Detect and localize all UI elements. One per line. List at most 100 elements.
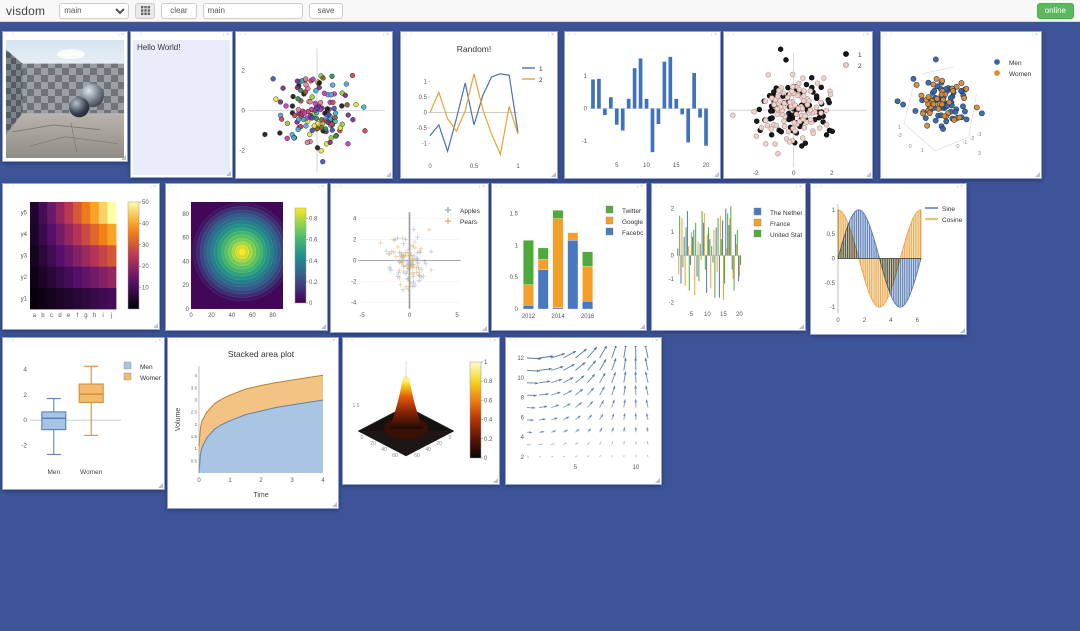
pane-drag-icon[interactable]: ⁙ ⁙ xyxy=(333,184,343,190)
pane-scatter-apples-pears[interactable]: ⁙ ⁙ ↓× 4 2 0 -2 -4 -5 0 5 Apples Pears xyxy=(330,183,489,333)
pane-title-bar[interactable]: ⁙ ⁙ ↓× xyxy=(652,184,805,192)
pane-title-bar[interactable]: ⁙ ⁙ ↓× xyxy=(3,338,164,346)
pane-close-icon[interactable]: × xyxy=(1035,32,1039,38)
pane-drag-icon[interactable]: ⁙ ⁙ xyxy=(168,184,178,190)
grid-view-button[interactable] xyxy=(135,2,156,19)
pane-title-bar[interactable]: ⁙ ⁙ ↓× xyxy=(492,184,646,192)
pane-title-bar[interactable]: ⁙ ⁙ ↓× xyxy=(3,32,127,40)
pane-bar-random[interactable]: ⁙ ⁙ ↓× -1 0 1 5 10 15 20 xyxy=(564,31,721,179)
pane-title-bar[interactable]: ⁙ ⁙ ↓× xyxy=(343,338,499,346)
pane-download-icon[interactable]: ↓ xyxy=(382,32,387,38)
pane-content-grouped-bar-countries[interactable]: -2 -1 0 1 2 5 10 15 20 The Netherlands France Unite… xyxy=(655,192,819,327)
pane-content-stacked-area[interactable]: Stacked area plot 0.5 1 1.5 2 2.5 3 3.5 4 0 1 2 3 4 Ti… xyxy=(171,346,335,505)
pane-close-icon[interactable]: × xyxy=(866,32,870,38)
pane-resize-handle[interactable] xyxy=(153,323,158,328)
pane-content-surface-3d[interactable]: 0 20 40 60 0 20 40 60 1.5 0 0.2 0.4 0.6 0.8 1 xyxy=(346,346,496,481)
pane-title-bar[interactable]: ⁙ ⁙ ↓× xyxy=(724,32,872,40)
pane-close-icon[interactable]: × xyxy=(799,184,803,190)
pane-content-boxplot-men-women[interactable]: -2 0 2 4 Men Women Men Women xyxy=(6,346,163,486)
pane-hello-world-text[interactable]: ⁙ ⁙ ↓× Hello World! xyxy=(130,31,233,178)
pane-stacked-bar-social[interactable]: ⁙ ⁙ ↓× 0 0.5 1 1.5 2012 2014 2016 Twitter Google Fa… xyxy=(491,183,651,331)
pane-content-sine-cosine[interactable]: 1 0.5 0 -0.5 -1 0 2 4 6 Sine Cosine xyxy=(814,192,963,331)
pane-download-icon[interactable]: ↓ xyxy=(710,32,715,38)
pane-content-scatter-colorful[interactable]: -202-202 xyxy=(239,40,389,183)
pane-grouped-bar-countries[interactable]: ⁙ ⁙ ↓× -2 -1 0 1 2 5 10 15 20 The Netherlands France… xyxy=(651,183,819,331)
pane-drag-icon[interactable]: ⁙ ⁙ xyxy=(170,338,180,344)
pane-drag-icon[interactable]: ⁙ ⁙ xyxy=(567,32,577,38)
pane-resize-handle[interactable] xyxy=(799,324,804,329)
pane-resize-handle[interactable] xyxy=(551,172,556,177)
pane-resize-handle[interactable] xyxy=(714,172,719,177)
pane-download-icon[interactable]: ↓ xyxy=(478,184,483,190)
pane-content-scene-image[interactable] xyxy=(6,40,125,158)
env-name-input[interactable] xyxy=(202,2,303,19)
pane-content-bar-random[interactable]: -1 0 1 5 10 15 20 xyxy=(568,40,717,175)
pane-download-icon[interactable]: ↓ xyxy=(636,184,641,190)
online-status-badge[interactable]: online xyxy=(1036,2,1074,19)
pane-boxplot-men-women[interactable]: ⁙ ⁙ ↓× -2 0 2 4 Men Women Men Women xyxy=(2,337,165,490)
pane-scene-image[interactable]: ⁙ ⁙ ↓× xyxy=(2,31,128,162)
pane-title-bar[interactable]: ⁙ ⁙ ↓× xyxy=(811,184,966,192)
pane-resize-handle[interactable] xyxy=(655,478,660,483)
pane-drag-icon[interactable]: ⁙ ⁙ xyxy=(654,184,664,190)
clear-button[interactable]: clear xyxy=(161,2,197,19)
pane-heatmap[interactable]: ⁙ ⁙ ↓× a b c d e f g h i j y1 y2 y3 y4 y5 10 20 30 40 50 xyxy=(2,183,160,330)
pane-resize-handle[interactable] xyxy=(321,324,326,329)
pane-close-icon[interactable]: × xyxy=(121,32,125,38)
pane-download-icon[interactable]: ↓ xyxy=(222,32,227,38)
pane-title-bar[interactable]: ⁙ ⁙ ↓× xyxy=(331,184,488,192)
pane-close-icon[interactable]: × xyxy=(226,32,230,38)
pane-resize-handle[interactable] xyxy=(158,483,163,488)
pane-content-stacked-bar-social[interactable]: 0 0.5 1 1.5 2012 2014 2016 Twitter Google Faceboo… xyxy=(495,192,651,327)
pane-drag-icon[interactable]: ⁙ ⁙ xyxy=(813,184,823,190)
pane-close-icon[interactable]: × xyxy=(158,338,162,344)
pane-download-icon[interactable]: ↓ xyxy=(795,184,800,190)
pane-resize-handle[interactable] xyxy=(121,155,126,160)
pane-download-icon[interactable]: ↓ xyxy=(862,32,867,38)
pane-close-icon[interactable]: × xyxy=(551,32,555,38)
pane-drag-icon[interactable]: ⁙ ⁙ xyxy=(5,338,15,344)
pane-title-bar[interactable]: ⁙ ⁙ ↓× xyxy=(881,32,1041,40)
pane-content-scatter-apples-pears[interactable]: 4 2 0 -2 -4 -5 0 5 Apples Pears xyxy=(334,192,485,329)
pane-title-bar[interactable]: ⁙ ⁙ ↓× xyxy=(131,32,232,40)
pane-download-icon[interactable]: ↓ xyxy=(154,338,159,344)
pane-drag-icon[interactable]: ⁙ ⁙ xyxy=(508,338,518,344)
pane-download-icon[interactable]: ↓ xyxy=(956,184,961,190)
pane-title-bar[interactable]: ⁙ ⁙ ↓× xyxy=(3,184,159,192)
pane-resize-handle[interactable] xyxy=(493,478,498,483)
pane-close-icon[interactable]: × xyxy=(386,32,390,38)
pane-title-bar[interactable]: ⁙ ⁙ ↓× xyxy=(236,32,392,40)
pane-resize-handle[interactable] xyxy=(386,172,391,177)
pane-scatter-colorful[interactable]: ⁙ ⁙ ↓× -202-202 xyxy=(235,31,393,183)
pane-download-icon[interactable]: ↓ xyxy=(328,338,333,344)
pane-drag-icon[interactable]: ⁙ ⁙ xyxy=(133,32,143,38)
pane-download-icon[interactable]: ↓ xyxy=(1031,32,1036,38)
pane-drag-icon[interactable]: ⁙ ⁙ xyxy=(5,32,15,38)
pane-close-icon[interactable]: × xyxy=(714,32,718,38)
pane-title-bar[interactable]: ⁙ ⁙ ↓× xyxy=(401,32,557,40)
pane-close-icon[interactable]: × xyxy=(482,184,486,190)
pane-quiver[interactable]: ⁙ ⁙ ↓× 2 4 6 8 10 12 5 10 xyxy=(505,337,662,485)
pane-contour[interactable]: ⁙ ⁙ ↓× 0 20 40 60 80 0 20 40 60 80 0 0.2 0.4 0.6 0.8 xyxy=(165,183,328,331)
pane-close-icon[interactable]: × xyxy=(153,184,157,190)
pane-download-icon[interactable]: ↓ xyxy=(149,184,154,190)
pane-download-icon[interactable]: ↓ xyxy=(117,32,122,38)
pane-drag-icon[interactable]: ⁙ ⁙ xyxy=(883,32,893,38)
pane-download-icon[interactable]: ↓ xyxy=(317,184,322,190)
pane-drag-icon[interactable]: ⁙ ⁙ xyxy=(5,184,15,190)
pane-resize-handle[interactable] xyxy=(866,172,871,177)
pane-close-icon[interactable]: × xyxy=(332,338,336,344)
save-button[interactable]: save xyxy=(308,2,344,19)
environment-select[interactable]: main xyxy=(59,2,130,19)
pane-drag-icon[interactable]: ⁙ ⁙ xyxy=(238,32,248,38)
pane-resize-handle[interactable] xyxy=(226,171,231,176)
pane-close-icon[interactable]: × xyxy=(640,184,644,190)
pane-title-bar[interactable]: ⁙ ⁙ ↓× xyxy=(168,338,338,346)
pane-sine-cosine[interactable]: ⁙ ⁙ ↓× 1 0.5 0 -0.5 -1 0 2 4 6 Sine Cosine xyxy=(810,183,967,335)
pane-download-icon[interactable]: ↓ xyxy=(489,338,494,344)
pane-close-icon[interactable]: × xyxy=(960,184,964,190)
pane-drag-icon[interactable]: ⁙ ⁙ xyxy=(403,32,413,38)
pane-content-contour[interactable]: 0 20 40 60 80 0 20 40 60 80 0 0.2 0.4 0.6 0.8 xyxy=(169,192,324,327)
pane-title-bar[interactable]: ⁙ ⁙ ↓× xyxy=(565,32,720,40)
